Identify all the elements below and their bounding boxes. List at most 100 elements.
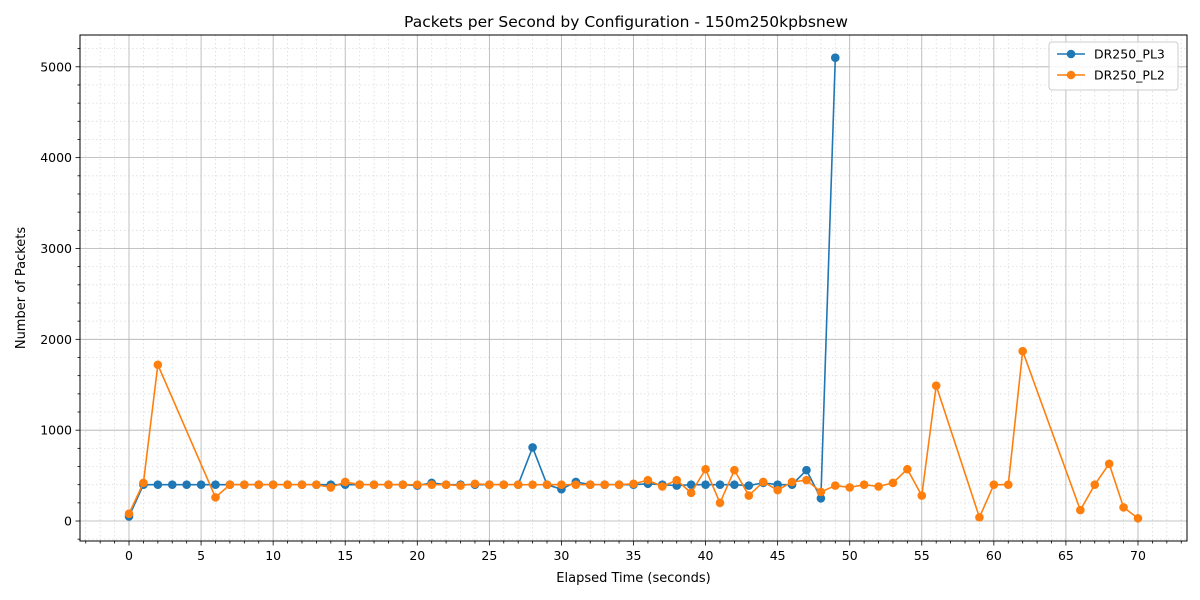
legend-swatch-marker	[1066, 70, 1076, 80]
data-point-DR250_PL2	[917, 491, 927, 500]
data-point-DR250_PL2	[730, 465, 739, 475]
data-point-DR250_PL2	[1133, 513, 1143, 523]
data-point-DR250_PL2	[254, 480, 264, 489]
x-tick-label: 30	[553, 548, 569, 563]
data-point-DR250_PL2	[470, 479, 480, 489]
data-point-DR250_PL2	[686, 488, 696, 498]
x-tick-label: 40	[698, 548, 714, 563]
data-point-DR250_PL3	[528, 443, 537, 452]
data-point-DR250_PL2	[701, 464, 710, 474]
data-point-DR250_PL2	[989, 480, 999, 489]
y-tick-label: 1000	[40, 423, 72, 438]
series-DR250_PL2	[124, 346, 1143, 523]
data-point-DR250_PL2	[369, 480, 379, 489]
data-point-DR250_PL2	[744, 491, 754, 500]
data-point-DR250_PL2	[845, 483, 855, 492]
data-point-DR250_PL2	[384, 480, 393, 489]
data-point-DR250_PL2	[211, 493, 220, 502]
data-point-DR250_PL2	[715, 498, 725, 508]
x-tick-label: 20	[409, 548, 425, 563]
data-point-DR250_PL2	[225, 480, 235, 489]
y-tick-label: 5000	[40, 59, 72, 74]
data-point-DR250_PL2	[629, 479, 638, 489]
data-point-DR250_PL3	[744, 481, 754, 490]
x-tick-label: 45	[770, 548, 786, 563]
data-point-DR250_PL2	[1104, 459, 1114, 469]
data-point-DR250_PL2	[139, 478, 148, 488]
data-point-DR250_PL2	[240, 480, 249, 489]
data-point-DR250_PL2	[859, 480, 869, 489]
data-point-DR250_PL2	[398, 480, 408, 489]
data-point-DR250_PL2	[571, 480, 581, 489]
y-tick-label: 4000	[40, 150, 72, 165]
data-point-DR250_PL2	[124, 509, 134, 519]
data-point-DR250_PL2	[340, 477, 350, 487]
x-tick-label: 15	[337, 548, 353, 563]
x-tick-label: 5	[197, 548, 205, 563]
data-point-DR250_PL2	[557, 480, 566, 489]
y-tick-label: 3000	[40, 241, 72, 256]
series-layer	[124, 53, 1143, 523]
data-point-DR250_PL2	[802, 475, 811, 485]
x-tick-label: 50	[842, 548, 858, 563]
data-point-DR250_PL2	[1076, 505, 1085, 515]
data-point-DR250_PL2	[931, 381, 941, 390]
data-point-DR250_PL2	[600, 480, 609, 489]
legend: DR250_PL3 DR250_PL2	[1048, 41, 1179, 91]
data-point-DR250_PL2	[1090, 480, 1100, 489]
data-point-DR250_PL2	[1018, 346, 1027, 356]
data-point-DR250_PL2	[326, 483, 336, 492]
data-point-DR250_PL2	[355, 480, 364, 489]
y-tick-label: 0	[64, 514, 72, 529]
y-tick-label: 2000	[40, 332, 72, 347]
x-tick-label: 55	[914, 548, 930, 563]
chart-title: Packets per Second by Configuration - 15…	[404, 13, 848, 31]
data-point-DR250_PL2	[614, 480, 624, 489]
data-point-DR250_PL3	[167, 480, 177, 489]
data-point-DR250_PL3	[196, 480, 206, 489]
data-point-DR250_PL2	[903, 464, 912, 474]
data-point-DR250_PL3	[802, 465, 811, 475]
data-point-DR250_PL2	[268, 480, 278, 489]
data-point-DR250_PL2	[672, 475, 682, 485]
data-point-DR250_PL2	[412, 480, 422, 489]
data-point-DR250_PL3	[730, 480, 739, 489]
data-point-DR250_PL2	[1119, 503, 1128, 512]
data-point-DR250_PL2	[830, 481, 840, 490]
data-point-DR250_PL3	[715, 480, 725, 489]
x-tick-label: 70	[1130, 548, 1146, 563]
data-point-DR250_PL3	[686, 480, 696, 489]
data-point-DR250_PL2	[427, 480, 437, 489]
x-tick-label: 25	[481, 548, 497, 563]
data-point-DR250_PL2	[758, 477, 768, 487]
data-point-DR250_PL3	[182, 480, 191, 489]
data-point-DR250_PL2	[441, 480, 451, 489]
data-point-DR250_PL2	[975, 513, 984, 522]
x-tick-label: 10	[265, 548, 281, 563]
data-point-DR250_PL2	[773, 485, 782, 495]
major-grid	[80, 35, 1187, 541]
data-point-DR250_PL2	[787, 477, 797, 487]
data-point-DR250_PL3	[153, 480, 163, 489]
x-tick-label: 60	[986, 548, 1002, 563]
data-point-DR250_PL2	[528, 480, 537, 489]
data-point-DR250_PL2	[283, 480, 292, 489]
x-axis: 0 5 10 15 20 25 30 35 40 45 50 55 60 65 70	[85, 541, 1182, 563]
x-tick-label: 0	[125, 548, 133, 563]
data-point-DR250_PL2	[1003, 480, 1013, 489]
data-point-DR250_PL2	[312, 480, 321, 489]
data-point-DR250_PL2	[499, 480, 509, 489]
data-point-DR250_PL2	[297, 480, 307, 489]
data-point-DR250_PL3	[211, 480, 220, 489]
data-point-DR250_PL2	[643, 475, 653, 485]
legend-label: DR250_PL3	[1094, 47, 1165, 62]
y-axis: 0 1000 2000 3000 4000 5000	[40, 48, 80, 540]
data-point-DR250_PL2	[456, 481, 465, 490]
legend-item-DR250_PL2: DR250_PL2	[1057, 68, 1165, 83]
y-axis-title: Number of Packets	[14, 227, 29, 350]
data-point-DR250_PL3	[816, 494, 826, 503]
legend-swatch-marker	[1066, 49, 1076, 59]
data-point-DR250_PL2	[888, 478, 898, 488]
